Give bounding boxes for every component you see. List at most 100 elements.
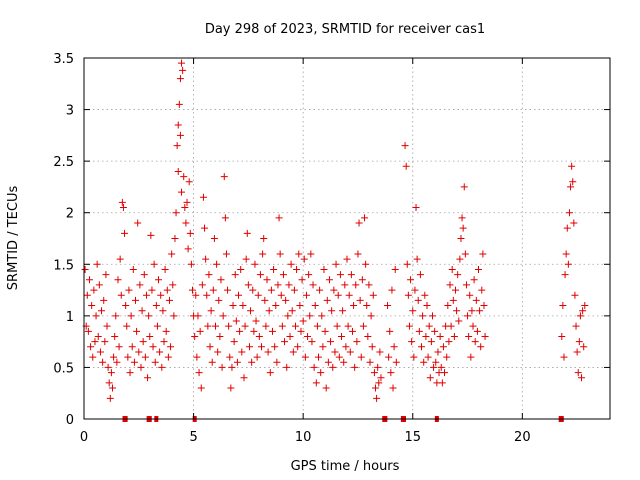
- data-point: [339, 307, 347, 315]
- x-axis-label: GPS time / hours: [291, 459, 400, 474]
- data-point: [363, 302, 371, 310]
- data-point: [249, 286, 257, 294]
- data-point: [185, 178, 193, 186]
- data-point: [245, 343, 253, 351]
- data-point: [106, 394, 114, 402]
- data-point: [365, 281, 373, 289]
- data-point: [479, 250, 487, 258]
- data-point: [335, 353, 343, 361]
- data-point: [358, 276, 366, 284]
- data-point: [212, 322, 219, 330]
- data-point: [203, 291, 211, 299]
- data-point: [225, 322, 233, 330]
- data-point: [237, 265, 245, 273]
- data-point: [336, 271, 344, 279]
- data-point: [199, 193, 207, 201]
- data-point: [273, 358, 281, 366]
- data-point: [356, 296, 364, 304]
- data-point: [359, 322, 367, 330]
- data-point: [121, 229, 129, 237]
- data-point: [449, 296, 457, 304]
- data-point: [99, 358, 107, 366]
- data-point: [220, 173, 228, 181]
- data-point: [94, 332, 102, 340]
- data-point: [563, 224, 571, 232]
- data-point: [240, 374, 248, 382]
- data-point: [130, 358, 138, 366]
- data-point: [262, 322, 270, 330]
- data-point: [473, 327, 481, 335]
- data-point: [213, 260, 221, 268]
- data-point: [267, 286, 275, 294]
- data-point: [307, 250, 315, 258]
- data-point: [295, 250, 303, 258]
- data-point: [426, 374, 434, 382]
- data-point: [163, 286, 171, 294]
- data-point: [224, 286, 232, 294]
- data-point: [579, 307, 587, 315]
- data-point: [369, 291, 377, 299]
- data-point: [332, 260, 340, 268]
- data-point: [195, 369, 203, 377]
- y-tick-label: 3.5: [53, 52, 74, 67]
- data-point: [306, 312, 314, 320]
- data-point: [402, 162, 410, 170]
- data-point: [132, 296, 140, 304]
- y-tick-label: 3: [66, 104, 74, 119]
- data-point: [259, 250, 267, 258]
- data-point: [268, 327, 276, 335]
- data-point: [125, 286, 133, 294]
- data-point: [247, 307, 255, 315]
- data-point: [454, 271, 462, 279]
- data-point: [404, 291, 412, 299]
- data-point: [338, 332, 346, 340]
- data-point: [103, 322, 111, 330]
- data-point: [312, 379, 320, 387]
- data-point: [228, 363, 236, 371]
- data-point: [309, 281, 317, 289]
- data-point: [446, 281, 454, 289]
- data-point: [155, 276, 163, 284]
- data-point: [311, 302, 319, 310]
- data-point: [419, 312, 427, 320]
- data-point: [464, 312, 472, 320]
- data-point: [135, 348, 143, 356]
- data-point: [113, 358, 121, 366]
- data-point: [289, 348, 297, 356]
- data-point: [423, 302, 431, 310]
- data-points: [81, 59, 589, 402]
- data-point: [472, 296, 480, 304]
- data-point: [293, 265, 301, 273]
- data-point: [561, 271, 569, 279]
- data-point: [115, 343, 123, 351]
- data-point: [327, 338, 335, 346]
- data-point: [348, 327, 356, 335]
- data-point: [198, 281, 206, 289]
- data-point: [288, 307, 296, 315]
- data-point: [89, 353, 97, 361]
- data-point: [447, 322, 455, 330]
- data-point: [420, 358, 428, 366]
- data-point: [87, 343, 95, 351]
- data-point: [142, 291, 150, 299]
- data-point: [323, 296, 331, 304]
- data-point: [466, 291, 474, 299]
- data-point: [149, 343, 157, 351]
- data-point: [444, 302, 452, 310]
- data-point: [128, 343, 136, 351]
- data-point: [229, 302, 237, 310]
- data-point: [169, 281, 177, 289]
- data-point: [328, 307, 336, 315]
- data-point: [123, 322, 131, 330]
- data-point: [316, 286, 324, 294]
- data-point: [459, 224, 467, 232]
- data-point: [340, 358, 348, 366]
- data-point: [171, 235, 179, 242]
- data-point: [283, 363, 291, 371]
- data-point: [428, 312, 436, 320]
- data-point: [88, 302, 96, 310]
- data-point: [331, 348, 339, 356]
- data-point: [215, 296, 223, 304]
- data-point: [457, 235, 465, 242]
- data-point: [100, 296, 108, 304]
